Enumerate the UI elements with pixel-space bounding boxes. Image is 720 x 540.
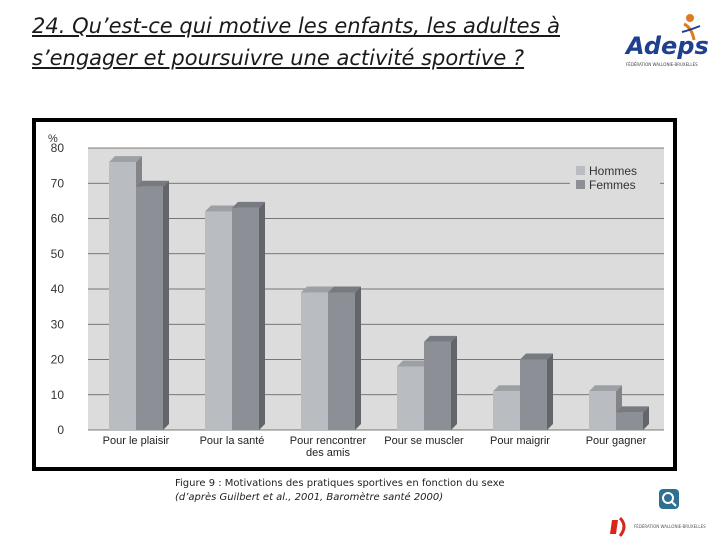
help-icon-magnifier xyxy=(662,492,674,504)
bar-femmes xyxy=(328,286,361,430)
bar-front xyxy=(397,366,424,430)
gridlines xyxy=(88,147,664,431)
x-tick-label: Pour maigrir xyxy=(490,435,550,447)
x-tick-label: Pour la santé xyxy=(200,435,265,447)
y-tick-label: 70 xyxy=(51,176,65,190)
legend-swatch xyxy=(576,180,585,189)
bar-front xyxy=(589,391,616,430)
adeps-logo: Adeps FÉDÉRATION WALLONIE-BRUXELLES xyxy=(624,14,709,67)
bar-femmes xyxy=(520,353,553,430)
legend-label: Femmes xyxy=(589,178,636,192)
y-tick-label: 40 xyxy=(51,282,65,296)
bar-front xyxy=(328,292,355,430)
x-tick-label: Pour gagner xyxy=(586,435,647,447)
x-tick-label: Pour rencontrer xyxy=(290,435,367,447)
fwb-logo-mark-right xyxy=(618,516,626,537)
bar-top xyxy=(493,385,526,392)
caption-line-1: Figure 9 : Motivations des pratiques spo… xyxy=(175,478,505,489)
y-axis-label: % xyxy=(48,133,58,145)
logo-figure-arm xyxy=(681,25,701,33)
y-tick-label: 50 xyxy=(51,247,65,261)
y-tick-label: 0 xyxy=(57,423,64,437)
bar-top xyxy=(328,286,361,293)
y-tick-label: 60 xyxy=(51,212,65,226)
legend-label: Hommes xyxy=(589,164,637,178)
bar-side xyxy=(547,353,553,430)
bar-front xyxy=(520,359,547,430)
bar-front xyxy=(232,207,259,430)
fwb-logo-mark-left xyxy=(610,520,618,534)
figure-caption: Figure 9 : Motivations des pratiques spo… xyxy=(175,477,595,505)
bar-hommes xyxy=(493,385,526,430)
logo-figure-head xyxy=(686,14,694,22)
bar-hommes xyxy=(589,385,622,430)
chart-panel: 0 10 20 30 40 50 60 70 80 % Pour le plaisir Pour … xyxy=(36,122,673,467)
slide-title: 24. Qu’est-ce qui motive les enfants, le… xyxy=(32,14,560,70)
bar-femmes xyxy=(232,201,265,430)
bar-femmes xyxy=(424,335,457,430)
bar-front xyxy=(205,211,232,430)
bar-top xyxy=(205,205,238,212)
y-axis-ticks: 0 10 20 30 40 50 60 70 80 xyxy=(51,141,65,437)
bar-front xyxy=(493,391,520,430)
federation-logo: FÉDÉRATION WALLONIE-BRUXELLES xyxy=(610,516,706,537)
bar-femmes xyxy=(616,406,649,430)
bar-side xyxy=(643,406,649,430)
y-tick-label: 80 xyxy=(51,141,65,155)
help-icon[interactable] xyxy=(658,488,680,510)
bar-front xyxy=(109,162,136,430)
bar-front xyxy=(136,186,163,430)
y-tick-label: 20 xyxy=(51,353,65,367)
x-tick-label: des amis xyxy=(306,447,351,459)
bar-femmes xyxy=(136,180,169,430)
fwb-logo-text: FÉDÉRATION WALLONIE-BRUXELLES xyxy=(634,524,706,529)
y-tick-label: 10 xyxy=(51,388,65,402)
adeps-logo-subtext: FÉDÉRATION WALLONIE-BRUXELLES xyxy=(626,62,698,67)
bar-side xyxy=(451,335,457,430)
bar-top xyxy=(424,335,457,342)
bar-side xyxy=(163,180,169,430)
chart-frame: 0 10 20 30 40 50 60 70 80 % Pour le plaisir Pour … xyxy=(32,118,677,471)
bar-side xyxy=(259,201,265,430)
bar-side xyxy=(355,286,361,430)
legend-swatch xyxy=(576,166,585,175)
x-tick-label: Pour le plaisir xyxy=(103,435,170,447)
help-icon-handle xyxy=(671,501,677,507)
x-axis-labels: Pour le plaisir Pour la santé Pour rencont… xyxy=(103,435,647,459)
adeps-logo-text: Adeps xyxy=(624,32,709,60)
bar-top xyxy=(589,385,622,392)
bar-top xyxy=(136,180,169,187)
bar-front xyxy=(424,341,451,430)
y-tick-label: 30 xyxy=(51,317,65,331)
bar-top xyxy=(232,201,265,208)
bar-front xyxy=(616,412,643,430)
bar-top xyxy=(109,156,142,163)
bars xyxy=(109,156,649,430)
bar-top xyxy=(616,406,649,413)
bar-front xyxy=(301,292,328,430)
x-tick-label: Pour se muscler xyxy=(384,435,464,447)
bar-top xyxy=(301,286,334,293)
bar-top xyxy=(520,353,553,360)
caption-line-2: (d’après Guilbert et al., 2001, Baromètr… xyxy=(175,492,444,503)
bar-top xyxy=(397,360,430,367)
